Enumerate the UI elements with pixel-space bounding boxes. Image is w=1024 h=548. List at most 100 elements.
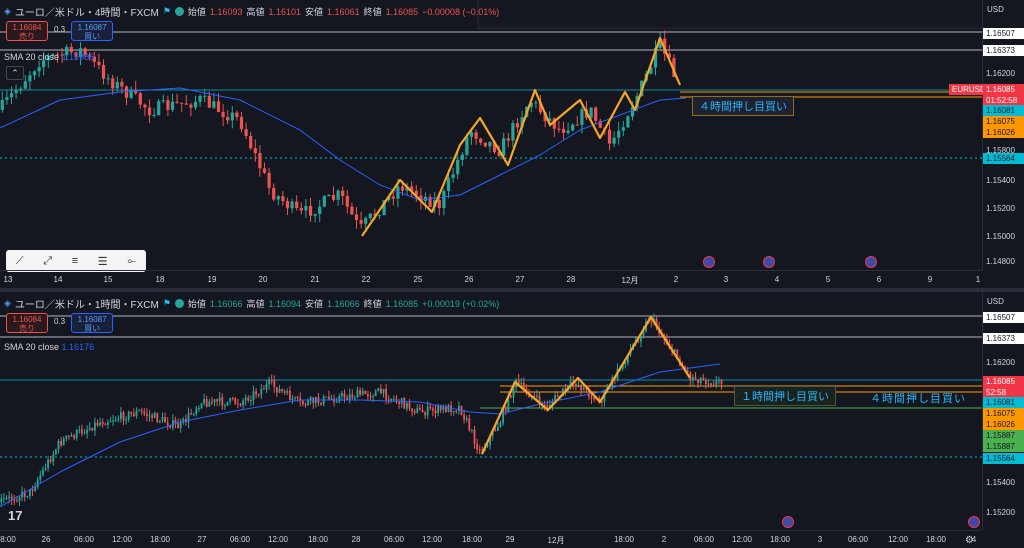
price-tag[interactable]: 1.16081 [983, 397, 1024, 408]
candle-body [124, 86, 129, 98]
price-tag[interactable]: 1.15887 [983, 441, 1024, 452]
trend-line-icon[interactable]: ⟋ [15, 254, 24, 267]
parallel-channel-icon[interactable]: ≡ [71, 255, 79, 267]
price-tag[interactable]: 1.16075 [983, 408, 1024, 419]
price-tag[interactable]: 1.16085 [983, 376, 1024, 387]
candle-body [54, 449, 57, 455]
time-tick-label: 9 [927, 275, 933, 284]
price-tag[interactable]: 1.15564 [983, 153, 1024, 164]
symbol-legend-1h: ◈ ユーロ／米ドル・1時間・FXCM ⚑ 始値 1.16066 高値 1.16094… [4, 296, 499, 311]
price-tag[interactable]: 1.15564 [983, 453, 1024, 464]
price-tag[interactable]: 1.16081 [983, 105, 1024, 116]
price-tag[interactable]: EURUSD [949, 84, 986, 95]
price-axis-4h[interactable]: USD 1.16200 1.15800 1.15400 1.15200 1.15000 1… [949, 0, 1024, 270]
candle-body [187, 413, 190, 423]
high-value: 1.16094 [268, 298, 302, 309]
candle-body [469, 132, 474, 137]
candle-body [177, 423, 180, 429]
us-flag-icon[interactable] [865, 256, 877, 268]
currency-label[interactable]: USD [987, 297, 1004, 306]
price-tag[interactable]: 1.16373 [983, 45, 1024, 56]
candle-body [403, 398, 406, 409]
sma-legend[interactable]: SMA 20 close 1.16176 [4, 342, 94, 352]
candle-body [5, 97, 9, 100]
candle-body [515, 123, 520, 128]
time-axis-4h[interactable]: 13 14 15 18 19 20 21 22 25 26 27 28 12月 2 3 4 5 6 9 1 [0, 270, 982, 288]
symbol-title[interactable]: ユーロ／米ドル・4時間・FXCM [14, 8, 159, 19]
candle-body [496, 426, 499, 431]
currency-label[interactable]: USD [987, 5, 1004, 14]
price-tag[interactable]: 1.16085 [983, 84, 1024, 95]
symbol-title[interactable]: ユーロ／米ドル・1時間・FXCM [14, 300, 159, 311]
price-tag[interactable]: 1.16507 [983, 312, 1024, 323]
sma-legend[interactable]: SMA 20 close 1.15986 [4, 52, 94, 62]
candle-body [322, 196, 326, 207]
candle-body [351, 394, 354, 398]
candle-body [689, 372, 692, 381]
high-value: 1.16101 [268, 6, 302, 17]
price-tag[interactable]: 52:58 [983, 387, 1024, 398]
chart-pane-1h[interactable]: ◈ ユーロ／米ドル・1時間・FXCM ⚑ 始値 1.16066 高値 1.16094… [0, 292, 1024, 548]
candle-body [216, 101, 221, 112]
candle-body [528, 393, 531, 398]
label-1h-pullback[interactable]: １時間押し目買い [734, 386, 836, 406]
candle-body [51, 54, 55, 57]
time-axis-1h[interactable]: 8:00 26 06:00 12:00 18:00 27 06:00 12:00 18:00 28… [0, 530, 982, 548]
candle-body [574, 383, 577, 387]
event-flag-icon[interactable] [782, 516, 794, 528]
candle-body [189, 104, 193, 108]
price-chart-1h[interactable] [0, 292, 982, 530]
close-label: 終値 [363, 7, 382, 17]
candle-body [230, 112, 234, 121]
buy-button[interactable]: 1.16087 買い [71, 21, 114, 41]
price-tag[interactable]: 1.15887 [983, 430, 1024, 441]
candle-body [561, 128, 566, 133]
chart-pane-4h[interactable]: ◈ ユーロ／米ドル・4時間・FXCM ⚑ 始値 1.16093 高値 1.16101… [0, 0, 1024, 288]
plot-area-1h[interactable]: ◈ ユーロ／米ドル・1時間・FXCM ⚑ 始値 1.16066 高値 1.16094… [0, 292, 982, 530]
price-tag[interactable]: 1.16373 [983, 333, 1024, 344]
price-tag[interactable]: 1.16026 [983, 419, 1024, 430]
plot-area-4h[interactable]: ◈ ユーロ／米ドル・4時間・FXCM ⚑ 始値 1.16093 高値 1.16101… [0, 0, 982, 272]
candle-body [83, 433, 86, 435]
time-tick-label: 18:00 [461, 535, 483, 544]
candle-body [283, 391, 286, 393]
label-4h-pullback[interactable]: ４時間押し目買い [692, 96, 794, 116]
candle-body [231, 398, 234, 400]
fib-retracement-icon[interactable]: ☰ [97, 255, 108, 268]
price-tag[interactable]: 1.16507 [983, 28, 1024, 39]
settings-gear-icon[interactable]: ⚙ [965, 535, 974, 546]
sell-button[interactable]: 1.16084 売り [6, 313, 48, 333]
label-4h-pullback[interactable]: ４時間押し目買い [870, 393, 966, 405]
horizontal-ray-icon[interactable]: ⟜ [127, 254, 137, 267]
candle-body [359, 219, 363, 224]
pane-separator[interactable] [0, 288, 1024, 292]
price-tag[interactable]: 1.16075 [983, 116, 1024, 127]
buy-button[interactable]: 1.16087 買い [71, 313, 114, 333]
price-tag[interactable]: 1.16026 [983, 127, 1024, 138]
candle-body [624, 362, 627, 365]
price-chart-4h[interactable] [0, 0, 982, 270]
close-value: 1.16085 [385, 6, 419, 17]
candle-body [455, 410, 458, 412]
candle-body [720, 380, 723, 385]
ray-icon[interactable]: ⤢ [43, 254, 53, 267]
price-axis-1h[interactable]: USD 1.16200 1.15400 1.15200 1.16507 1.16373… [982, 292, 1024, 530]
candle-body [699, 378, 702, 384]
collapse-legend-button[interactable]: ⌃ [6, 66, 24, 80]
us-flag-icon[interactable] [968, 516, 980, 528]
candle-body [111, 78, 115, 89]
sell-button[interactable]: 1.16084 売り [6, 21, 48, 41]
candle-body [307, 400, 310, 405]
candle-body [60, 440, 63, 446]
sma-value: 1.16176 [61, 342, 95, 352]
price-tag[interactable]: 01:52:58 [983, 95, 1024, 106]
buy-price: 1.16087 [77, 315, 107, 324]
us-flag-icon[interactable] [763, 256, 775, 268]
candle-body [134, 89, 138, 94]
candle-body [42, 60, 46, 68]
symbol-legend-4h: ◈ ユーロ／米ドル・4時間・FXCM ⚑ 始値 1.16093 高値 1.16101… [4, 4, 499, 19]
candle-body [26, 496, 29, 498]
candle-body [91, 427, 94, 431]
tradingview-logo[interactable]: 17 [8, 508, 23, 523]
event-flag-icon[interactable] [703, 256, 715, 268]
